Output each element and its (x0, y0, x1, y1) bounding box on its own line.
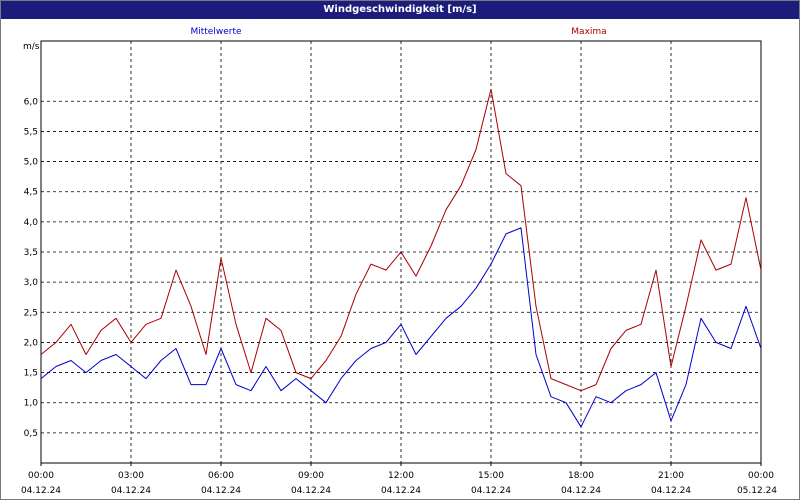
grid-layer (40, 40, 762, 466)
y-tick-label: 2,5 (24, 308, 38, 318)
x-tick-time: 09:00 (298, 471, 324, 481)
series-line-mittelwerte (40, 227, 762, 428)
legend-entry-maxima: Maxima (571, 27, 606, 37)
x-tick-time: 03:00 (118, 471, 144, 481)
x-tick-date: 04.12.24 (21, 486, 61, 496)
x-tick-time: 00:00 (748, 471, 774, 481)
legend-entry-mittelwerte: Mittelwerte (190, 27, 241, 37)
x-tick-date: 04.12.24 (471, 486, 511, 496)
series-line-maxima (40, 88, 762, 392)
x-tick-date: 04.12.24 (291, 486, 331, 496)
y-tick-label: 1,5 (24, 369, 38, 379)
y-tick-label: 5,5 (24, 127, 38, 137)
x-tick-date: 04.12.24 (651, 486, 691, 496)
x-tick-date: 04.12.24 (111, 486, 151, 496)
y-tick-label: 3,5 (24, 248, 38, 258)
x-tick-time: 06:00 (208, 471, 234, 481)
x-tick-date: 05.12.24 (737, 486, 777, 496)
chart-title: Windgeschwindigkeit [m/s] (1, 1, 799, 19)
y-tick-label: 6,0 (24, 97, 39, 107)
x-tick-time: 15:00 (478, 471, 504, 481)
y-tick-label: 1,0 (24, 399, 39, 409)
x-tick-time: 12:00 (388, 471, 414, 481)
y-tick-label: 4,0 (24, 218, 39, 228)
y-tick-label: 2,0 (24, 338, 39, 348)
x-tick-date: 04.12.24 (561, 486, 601, 496)
x-tick-time: 18:00 (568, 471, 594, 481)
y-tick-label: 3,0 (24, 278, 39, 288)
x-tick-time: 21:00 (658, 471, 684, 481)
x-tick-time: 00:00 (28, 471, 54, 481)
x-tick-date: 04.12.24 (201, 486, 241, 496)
x-tick-date: 04.12.24 (381, 486, 421, 496)
axis-layer: m/s Mittelwerte Maxima 0,5 1,0 1,5 2,0 2,5 3,… (21, 27, 777, 496)
series-layer (40, 88, 762, 428)
y-tick-label: 0,5 (24, 429, 38, 439)
y-tick-label: 4,5 (24, 188, 38, 198)
y-axis-label: m/s (23, 42, 40, 52)
y-tick-label: 5,0 (24, 158, 39, 168)
